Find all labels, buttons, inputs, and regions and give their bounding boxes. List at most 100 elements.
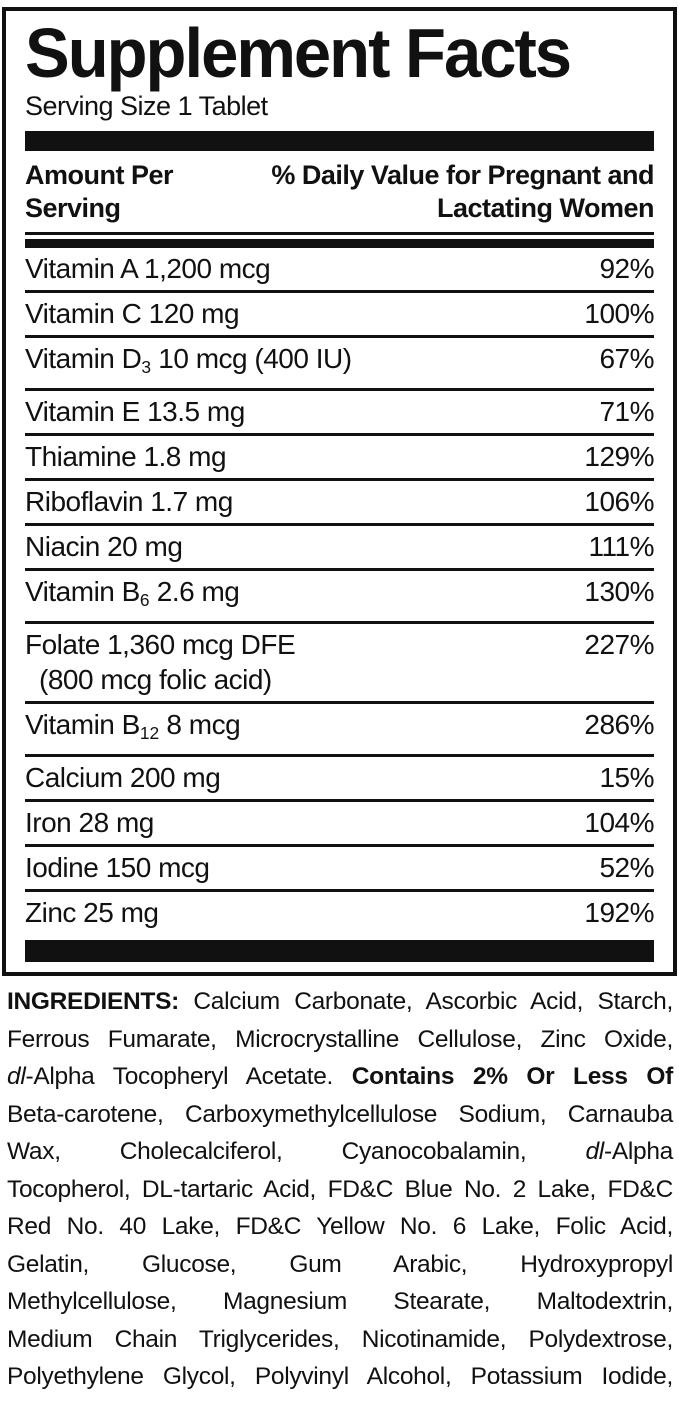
- text-run: dl: [7, 1063, 26, 1090]
- table-row: Niacin 20 mg 111%: [25, 523, 655, 568]
- text-run: -Alpha: [603, 1138, 673, 1165]
- ingredients-line: Ferrous Fumarate, Microcrystalline Cellu…: [7, 1021, 673, 1059]
- ingredients-line: Medium Chain Triglycerides, Nicotinamide…: [7, 1321, 673, 1359]
- text-run: 2.6 mg: [149, 576, 240, 608]
- nutrient-daily-value: 286%: [584, 708, 654, 740]
- ingredients-paragraph: INGREDIENTS: Calcium Carbonate, Ascorbic…: [7, 983, 673, 1396]
- nutrient-daily-value: 92%: [599, 253, 654, 285]
- text-run: 8 mcg: [159, 708, 241, 740]
- text-run: Vitamin B: [25, 576, 140, 608]
- text-run: Iodine 150 mcg: [25, 851, 210, 883]
- text-run: 12: [139, 722, 160, 743]
- text-run: Tocopherol, DL-tartaric Acid, FD&C Blue …: [7, 1175, 673, 1203]
- nutrient-name: Vitamin C 120 mg: [25, 298, 240, 330]
- nutrient-name: Zinc 25 mg: [25, 896, 159, 928]
- ingredients-line: Beta-carotene, Carboxymethylcellulose So…: [7, 1096, 673, 1134]
- nutrient-name: Folate 1,360 mcg DFE (800 mcg folic acid): [25, 628, 296, 695]
- text-run: Zinc 25 mg: [25, 896, 159, 928]
- nutrient-name: Vitamin A 1,200 mcg: [25, 253, 271, 285]
- nutrient-daily-value: 100%: [584, 298, 654, 330]
- nutrient-daily-value: 130%: [584, 576, 654, 608]
- nutrient-name: Iron 28 mg: [25, 806, 154, 838]
- table-row: Iodine 150 mcg 52%: [25, 843, 654, 889]
- table-row: Zinc 25 mg 192%: [25, 888, 654, 934]
- nutrient-daily-value: 227%: [584, 628, 654, 660]
- text-run: INGREDIENTS:: [7, 988, 179, 1015]
- text-run: Vitamin D: [25, 343, 142, 375]
- divider-bar-bottom: [25, 939, 654, 962]
- text-run: Iron 28 mg: [25, 806, 154, 838]
- nutrient-daily-value: 67%: [599, 343, 654, 375]
- table-row: Vitamin B12 8 mcg 286%: [25, 700, 654, 754]
- nutrient-daily-value: 104%: [584, 806, 654, 838]
- text-run: Methylcellulose, Magnesium Stearate, Mal…: [7, 1288, 673, 1315]
- table-row: Calcium 200 mg 15%: [25, 753, 654, 799]
- text-run: Medium Chain Triglycerides, Nicotinamide…: [7, 1325, 673, 1353]
- nutrient-daily-value: 15%: [599, 761, 654, 793]
- table-row: Vitamin D3 10 mcg (400 IU) 67%: [25, 335, 654, 388]
- header-daily-value: % Daily Value for Pregnant and Lactating…: [271, 159, 654, 224]
- text-run: Wax, Cholecalciferol, Cyanocobalamin,: [7, 1138, 586, 1165]
- text-run: Polyethylene Glycol, Polyvinyl Alcohol, …: [7, 1363, 673, 1390]
- ingredients-line: Gelatin, Glucose, Gum Arabic, Hydroxypro…: [7, 1246, 673, 1284]
- text-run: Beta-carotene, Carboxymethylcellulose So…: [7, 1100, 673, 1128]
- nutrient-name: Vitamin E 13.5 mg: [25, 397, 245, 427]
- table-row: Thiamine 1.8 mg 129%: [25, 433, 654, 478]
- nutrient-name: Vitamin B6 2.6 mg: [25, 576, 240, 615]
- divider-bar-top: [25, 130, 654, 151]
- nutrient-name: Iodine 150 mcg: [25, 851, 210, 883]
- nutrient-table-body: Vitamin A 1,200 mcg 92% Vitamin C 120 mg 10…: [25, 248, 655, 934]
- header-amount-per-serving: Amount Per Serving: [25, 159, 174, 224]
- text-run: Ferrous Fumarate, Microcrystalline Cellu…: [7, 1025, 673, 1053]
- nutrient-daily-value: 71%: [599, 396, 654, 428]
- ingredients-line: dl-Alpha Tocopheryl Acetate. Contains 2%…: [7, 1058, 673, 1096]
- supplement-facts-panel: Supplement Facts Serving Size 1 Tablet A…: [2, 7, 677, 976]
- ingredients-line: Tocopherol, DL-tartaric Acid, FD&C Blue …: [7, 1171, 673, 1209]
- table-row: Vitamin C 120 mg 100%: [25, 290, 654, 335]
- text-run: Folate 1,360 mcg DFE: [25, 628, 296, 660]
- text-run: Calcium Carbonate, Ascorbic Acid, Starch…: [179, 988, 673, 1015]
- nutrient-note: (800 mcg folic acid): [39, 663, 272, 695]
- text-run: Calcium 200 mg: [25, 761, 221, 793]
- nutrient-name: Calcium 200 mg: [25, 761, 221, 793]
- text-run: 3: [141, 357, 152, 378]
- ingredients-line: Methylcellulose, Magnesium Stearate, Mal…: [7, 1283, 673, 1321]
- nutrient-name: Riboflavin 1.7 mg: [25, 487, 233, 517]
- nutrient-daily-value: 111%: [588, 531, 655, 563]
- ingredients-line: INGREDIENTS: Calcium Carbonate, Ascorbic…: [7, 983, 673, 1021]
- nutrient-name: Niacin 20 mg: [25, 531, 183, 563]
- text-run: 6: [139, 589, 150, 610]
- nutrient-daily-value: 52%: [599, 851, 654, 883]
- panel-title: Supplement Facts: [25, 14, 572, 93]
- ingredients-line: Polyethylene Glycol, Polyvinyl Alcohol, …: [7, 1358, 673, 1396]
- table-row: Vitamin B6 2.6 mg 130%: [25, 568, 654, 621]
- nutrient-name: Thiamine 1.8 mg: [25, 441, 227, 473]
- nutrient-name: Vitamin B12 8 mcg: [25, 708, 241, 748]
- table-row: Riboflavin 1.7 mg 106%: [25, 478, 654, 523]
- table-row: Folate 1,360 mcg DFE (800 mcg folic acid)…: [25, 620, 654, 701]
- table-row: Vitamin E 13.5 mg 71%: [25, 388, 654, 433]
- text-run: Vitamin B: [25, 708, 140, 740]
- text-run: Gelatin, Glucose, Gum Arabic, Hydroxypro…: [7, 1250, 673, 1278]
- nutrient-daily-value: 106%: [584, 486, 654, 518]
- text-run: Niacin 20 mg: [25, 531, 183, 563]
- ingredients-line: Wax, Cholecalciferol, Cyanocobalamin, dl…: [7, 1133, 673, 1171]
- text-run: Riboflavin 1.7 mg: [25, 486, 233, 518]
- nutrient-daily-value: 129%: [584, 441, 654, 473]
- text-run: Thiamine 1.8 mg: [25, 441, 227, 473]
- table-row: Vitamin A 1,200 mcg 92%: [25, 248, 654, 290]
- text-run: Red No. 40 Lake, FD&C Yellow No. 6 Lake,…: [7, 1213, 673, 1240]
- divider-bar-header: [25, 239, 654, 249]
- text-run: -Alpha Tocopheryl Acetate.: [25, 1063, 352, 1090]
- nutrient-daily-value: 192%: [584, 896, 654, 928]
- table-row: Iron 28 mg 104%: [25, 798, 654, 844]
- text-run: Vitamin E 13.5 mg: [25, 396, 245, 428]
- serving-size-text: Serving Size 1 Tablet: [25, 90, 268, 121]
- text-run: Vitamin A 1,200 mcg: [25, 253, 271, 285]
- text-run: dl: [585, 1138, 604, 1165]
- text-run: 10 mcg (400 IU): [151, 343, 352, 375]
- table-header: Amount Per Serving % Daily Value for Pre…: [25, 159, 655, 236]
- ingredients-line: Red No. 40 Lake, FD&C Yellow No. 6 Lake,…: [7, 1208, 673, 1246]
- text-run: Vitamin C 120 mg: [25, 298, 240, 330]
- nutrient-name: Vitamin D3 10 mcg (400 IU): [25, 344, 352, 382]
